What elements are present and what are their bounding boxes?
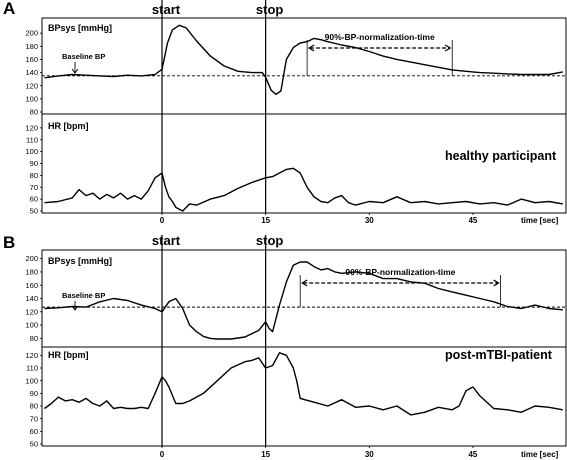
marker-label-stop: stop — [256, 233, 284, 248]
hr-y-tick-label: 120 — [25, 123, 38, 132]
x-tick-label: 30 — [365, 450, 374, 459]
baseline-label: Baseline BP — [62, 291, 105, 300]
plot-frame — [41, 17, 567, 214]
hr-series-line — [44, 352, 563, 416]
panel-letter: B — [3, 233, 15, 252]
bp-y-tick-label: 100 — [25, 321, 38, 330]
x-tick-label: 15 — [261, 450, 270, 459]
x-axis-unit-label: time [sec] — [521, 450, 559, 459]
x-tick-label: 30 — [365, 216, 374, 225]
plot-frame — [41, 249, 567, 447]
bp-y-tick-label: 80 — [30, 334, 38, 343]
bp-y-tick-label: 160 — [25, 281, 38, 290]
hr-y-tick-label: 70 — [30, 183, 38, 192]
bp-series-line — [44, 261, 563, 340]
hr-y-tick-label: 50 — [30, 207, 38, 216]
bp-y-tick-label: 180 — [25, 42, 38, 51]
normalization-arrow-right — [444, 44, 452, 52]
hr-y-tick-label: 100 — [25, 376, 38, 385]
hr-y-tick-label: 50 — [30, 440, 38, 449]
marker-label-start: start — [152, 2, 181, 17]
bp-y-tick-label: 200 — [25, 29, 38, 38]
hr-y-tick-label: 110 — [26, 135, 38, 144]
bp-y-tick-label: 120 — [25, 81, 38, 90]
hr-y-tick-label: 110 — [26, 364, 38, 373]
bp-y-tick-label: 120 — [25, 307, 38, 316]
hr-y-tick-label: 90 — [30, 389, 38, 398]
bp-y-axis-label: BPsys [mmHg] — [48, 23, 112, 33]
hr-y-tick-label: 60 — [30, 195, 38, 204]
hr-y-axis-label: HR [bpm] — [48, 121, 89, 131]
baseline-label: Baseline BP — [62, 52, 105, 61]
bp-y-tick-label: 160 — [25, 55, 38, 64]
hr-series-line — [44, 167, 563, 212]
normalization-label: 90%-BP-normalization-time — [325, 32, 435, 42]
hr-y-tick-label: 100 — [25, 147, 38, 156]
bp-y-tick-label: 140 — [25, 294, 38, 303]
marker-label-stop: stop — [256, 2, 284, 17]
bp-y-tick-label: 180 — [25, 268, 38, 277]
condition-label: healthy participant — [445, 149, 557, 163]
hr-y-tick-label: 60 — [30, 427, 38, 436]
hr-y-tick-label: 80 — [30, 402, 38, 411]
x-tick-label: 15 — [261, 216, 270, 225]
x-tick-label: 45 — [468, 216, 477, 225]
hr-y-tick-label: 80 — [30, 171, 38, 180]
normalization-arrow-left — [301, 279, 308, 287]
panel-b: B 80 100 120 140 160 180 200 50 60 70 80 90 100 110 120… — [3, 233, 567, 459]
x-tick-label: 0 — [160, 450, 165, 459]
condition-label: post-mTBI-patient — [445, 348, 553, 362]
x-tick-label: 0 — [160, 216, 165, 225]
panel-a: A 80 100 120 140 160 180 200 50 60 70 80 90 100 110 120… — [3, 0, 567, 225]
hr-y-tick-label: 120 — [25, 351, 38, 360]
hr-y-axis-label: HR [bpm] — [48, 350, 89, 360]
bp-y-tick-label: 80 — [30, 108, 38, 117]
panel-letter: A — [3, 0, 15, 18]
baseline-arrow-head — [71, 68, 79, 74]
bp-y-axis-label: BPsys [mmHg] — [48, 256, 112, 266]
bp-series-line — [44, 24, 563, 96]
normalization-arrow-left — [307, 44, 315, 52]
x-axis-unit-label: time [sec] — [521, 216, 559, 225]
x-tick-label: 45 — [468, 450, 477, 459]
normalization-label: 90%-BP-normalization-time — [345, 267, 455, 277]
bp-y-tick-label: 100 — [25, 94, 38, 103]
bp-y-tick-label: 200 — [25, 254, 38, 263]
hr-y-tick-label: 90 — [30, 159, 38, 168]
normalization-arrow-right — [493, 279, 500, 287]
marker-label-start: start — [152, 233, 181, 248]
bp-y-tick-label: 140 — [25, 68, 38, 77]
hr-y-tick-label: 70 — [30, 414, 38, 423]
